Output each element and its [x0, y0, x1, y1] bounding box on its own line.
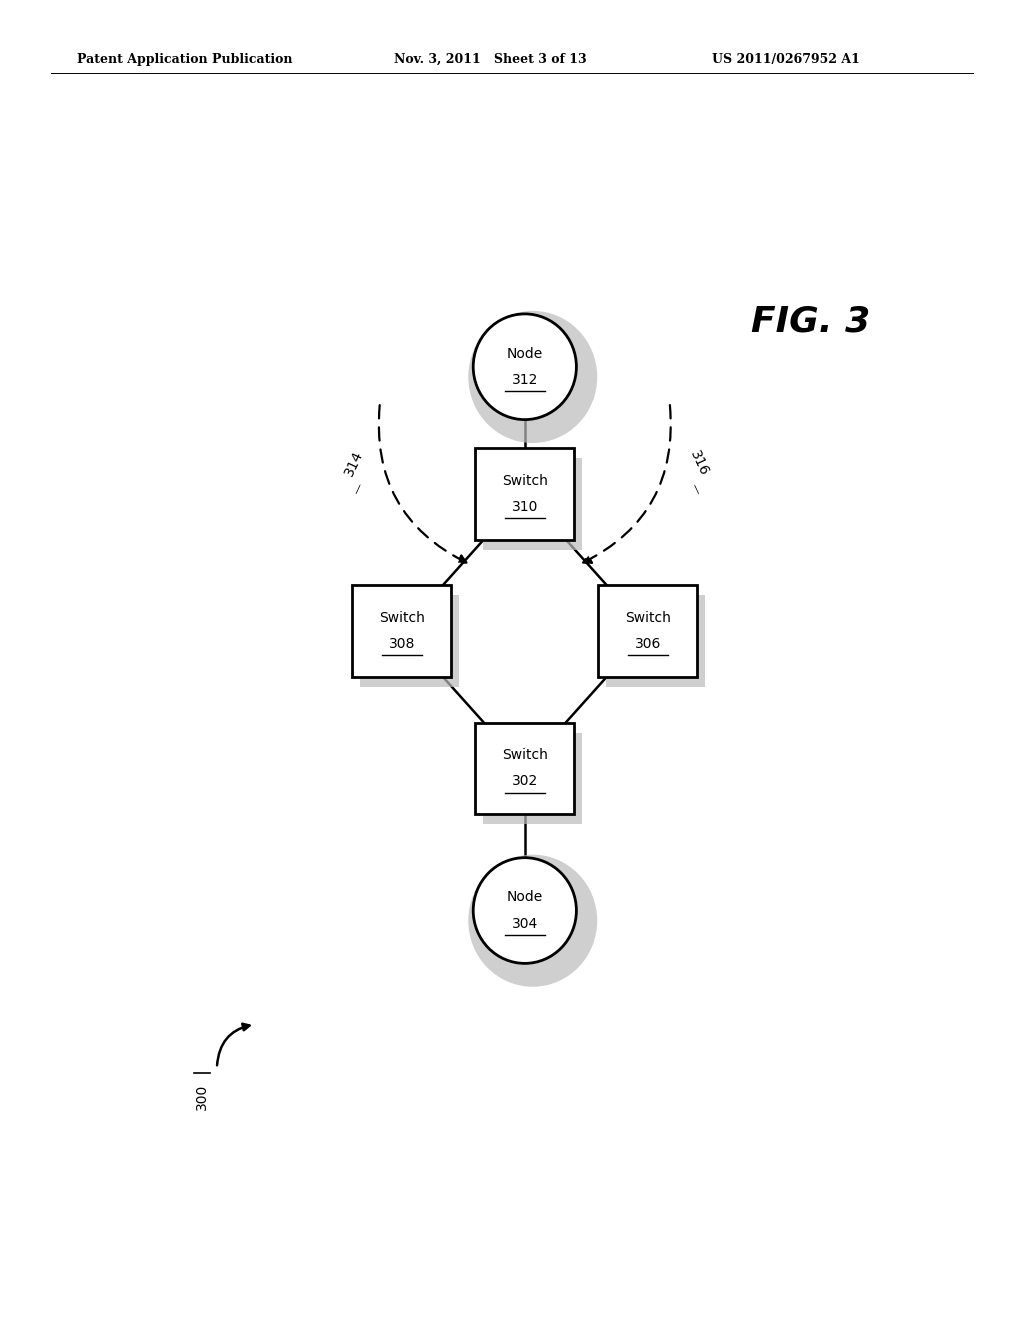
FancyArrowPatch shape [217, 1024, 250, 1065]
Ellipse shape [468, 854, 597, 987]
Text: 310: 310 [512, 500, 538, 513]
Text: 312: 312 [512, 374, 538, 387]
FancyBboxPatch shape [360, 595, 460, 686]
Text: 314: 314 [342, 449, 367, 478]
Text: US 2011/0267952 A1: US 2011/0267952 A1 [712, 53, 859, 66]
Text: Node: Node [507, 890, 543, 904]
Text: Patent Application Publication: Patent Application Publication [77, 53, 292, 66]
Text: —: — [688, 482, 702, 496]
Text: FIG. 3: FIG. 3 [751, 304, 870, 338]
Text: Switch: Switch [502, 474, 548, 487]
Text: 302: 302 [512, 775, 538, 788]
FancyArrowPatch shape [583, 405, 671, 562]
FancyBboxPatch shape [483, 458, 583, 549]
Text: Switch: Switch [625, 611, 671, 624]
FancyArrowPatch shape [379, 405, 467, 562]
Text: —: — [351, 482, 365, 496]
Text: 304: 304 [512, 917, 538, 931]
Text: Switch: Switch [379, 611, 425, 624]
FancyBboxPatch shape [598, 585, 697, 677]
Text: 316: 316 [687, 449, 712, 478]
Text: Nov. 3, 2011   Sheet 3 of 13: Nov. 3, 2011 Sheet 3 of 13 [394, 53, 587, 66]
Text: 306: 306 [635, 638, 662, 651]
Ellipse shape [473, 858, 577, 964]
FancyBboxPatch shape [352, 585, 452, 677]
Ellipse shape [473, 314, 577, 420]
FancyBboxPatch shape [475, 722, 574, 814]
FancyBboxPatch shape [475, 447, 574, 540]
FancyBboxPatch shape [483, 733, 583, 824]
Ellipse shape [468, 312, 597, 444]
Text: Node: Node [507, 347, 543, 360]
Text: Switch: Switch [502, 748, 548, 762]
Text: 308: 308 [388, 638, 415, 651]
Text: 300: 300 [195, 1084, 209, 1110]
FancyBboxPatch shape [606, 595, 706, 686]
